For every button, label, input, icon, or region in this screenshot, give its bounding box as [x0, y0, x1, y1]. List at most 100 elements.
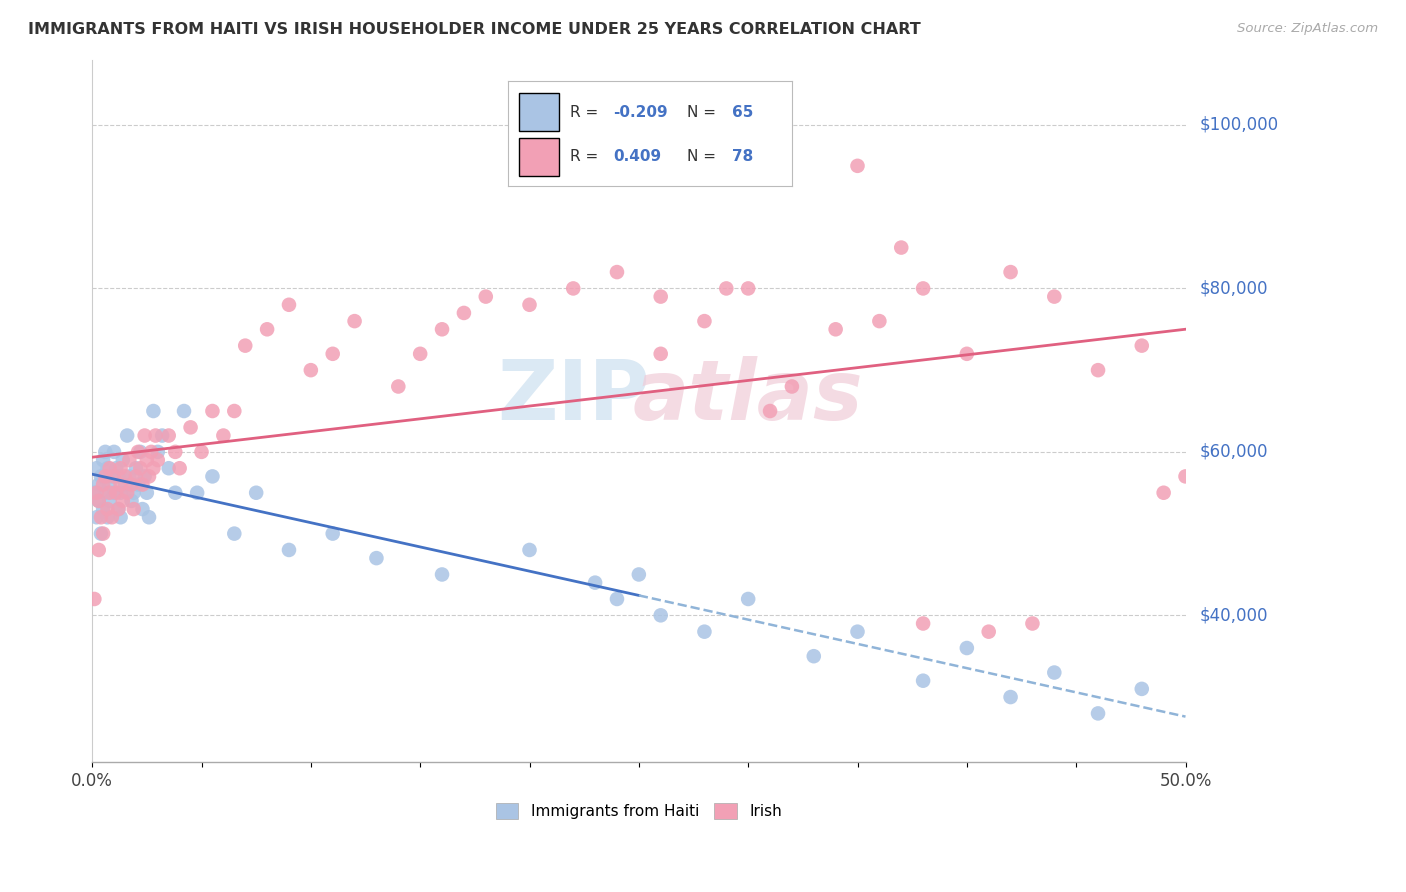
Point: [475, 290, 498, 304]
Point: [127, 445, 149, 459]
Point: [118, 469, 141, 483]
Point: [96, 502, 118, 516]
Point: [224, 404, 246, 418]
Point: [977, 624, 1000, 639]
Point: [343, 314, 366, 328]
Point: [127, 477, 149, 491]
Point: [173, 404, 195, 418]
Point: [278, 543, 301, 558]
Point: [135, 453, 157, 467]
Point: [96, 461, 118, 475]
Point: [519, 543, 541, 558]
Point: [91, 477, 114, 491]
Point: [190, 445, 212, 459]
Point: [956, 347, 979, 361]
Point: [146, 453, 169, 467]
Point: [98, 477, 121, 491]
Point: [87, 477, 110, 491]
Point: [1043, 290, 1066, 304]
Point: [150, 428, 173, 442]
Point: [98, 485, 121, 500]
Point: [83, 485, 105, 500]
Point: [650, 608, 672, 623]
Point: [105, 461, 128, 475]
Text: $40,000: $40,000: [1199, 607, 1268, 624]
Point: [693, 624, 716, 639]
Point: [1130, 681, 1153, 696]
Point: [90, 469, 112, 483]
Point: [322, 526, 344, 541]
Point: [131, 502, 153, 516]
Point: [912, 673, 935, 688]
Point: [169, 461, 191, 475]
Point: [114, 477, 136, 491]
Point: [583, 575, 606, 590]
Point: [94, 485, 117, 500]
Point: [956, 640, 979, 655]
Text: Source: ZipAtlas.com: Source: ZipAtlas.com: [1237, 22, 1378, 36]
Point: [142, 461, 165, 475]
Text: atlas: atlas: [633, 357, 863, 437]
Point: [201, 469, 224, 483]
Legend: Immigrants from Haiti, Irish: Immigrants from Haiti, Irish: [489, 797, 789, 825]
Point: [1153, 485, 1175, 500]
Point: [135, 485, 157, 500]
Point: [121, 477, 143, 491]
Point: [110, 461, 132, 475]
Point: [1174, 469, 1197, 483]
Point: [256, 322, 278, 336]
Point: [430, 322, 453, 336]
Point: [430, 567, 453, 582]
Text: $60,000: $60,000: [1199, 443, 1268, 461]
Point: [912, 616, 935, 631]
Point: [90, 526, 112, 541]
Point: [366, 551, 388, 566]
Point: [1130, 338, 1153, 352]
Point: [110, 510, 132, 524]
Point: [110, 477, 132, 491]
Point: [224, 526, 246, 541]
Point: [737, 281, 759, 295]
Point: [111, 494, 134, 508]
Point: [157, 461, 180, 475]
Point: [278, 298, 301, 312]
Point: [650, 347, 672, 361]
Text: IMMIGRANTS FROM HAITI VS IRISH HOUSEHOLDER INCOME UNDER 25 YEARS CORRELATION CHA: IMMIGRANTS FROM HAITI VS IRISH HOUSEHOLD…: [28, 22, 921, 37]
Point: [201, 404, 224, 418]
Point: [245, 485, 267, 500]
Point: [627, 567, 650, 582]
Point: [86, 510, 108, 524]
Point: [912, 281, 935, 295]
Text: $100,000: $100,000: [1199, 116, 1278, 134]
Point: [103, 445, 125, 459]
Point: [115, 485, 138, 500]
Point: [122, 502, 145, 516]
Point: [186, 485, 208, 500]
Point: [846, 159, 869, 173]
Point: [606, 592, 628, 607]
Point: [138, 469, 160, 483]
Point: [101, 469, 124, 483]
Point: [299, 363, 322, 377]
Point: [562, 281, 585, 295]
Point: [453, 306, 475, 320]
Point: [111, 453, 134, 467]
Point: [131, 477, 153, 491]
Text: $80,000: $80,000: [1199, 279, 1268, 297]
Point: [90, 510, 112, 524]
Point: [409, 347, 432, 361]
Point: [103, 485, 125, 500]
Point: [780, 379, 803, 393]
Point: [1021, 616, 1043, 631]
Point: [519, 298, 541, 312]
Point: [107, 502, 129, 516]
Point: [1043, 665, 1066, 680]
Point: [118, 453, 141, 467]
Point: [114, 469, 136, 483]
Point: [606, 265, 628, 279]
Point: [650, 290, 672, 304]
Point: [129, 445, 152, 459]
Point: [868, 314, 890, 328]
Point: [180, 420, 202, 434]
Point: [1087, 363, 1109, 377]
